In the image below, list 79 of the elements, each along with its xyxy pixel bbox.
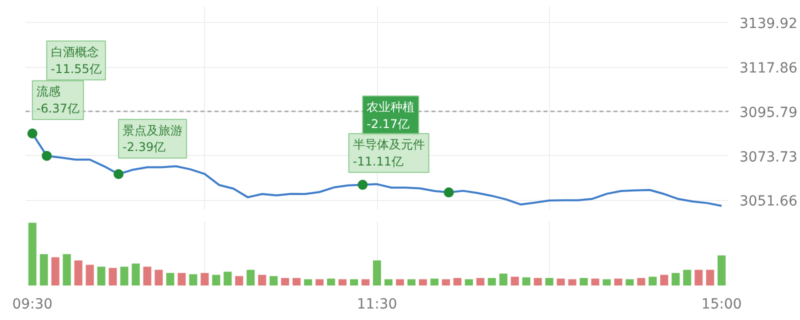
bar xyxy=(648,276,657,286)
y-tick-label: 3095.79 xyxy=(740,104,798,121)
bar xyxy=(499,274,508,286)
bar xyxy=(706,270,714,286)
bar xyxy=(62,254,71,286)
bar xyxy=(108,268,117,286)
bar xyxy=(74,260,82,286)
bar xyxy=(178,272,186,286)
bar xyxy=(40,254,48,286)
bar xyxy=(545,278,554,286)
annotation: 白酒概念 -11.55亿 xyxy=(50,45,102,76)
bar xyxy=(189,274,198,286)
bar xyxy=(143,266,152,286)
bar xyxy=(258,274,266,286)
point xyxy=(444,187,454,198)
bar xyxy=(154,270,163,286)
bar xyxy=(120,266,128,286)
bar xyxy=(568,279,576,286)
bar xyxy=(292,278,301,286)
bar xyxy=(510,276,519,286)
bar xyxy=(235,276,244,286)
bar xyxy=(464,279,473,286)
bar xyxy=(476,278,484,286)
bar xyxy=(361,279,370,286)
point xyxy=(114,169,124,180)
bar xyxy=(281,278,290,286)
bar xyxy=(614,278,622,286)
bar xyxy=(28,222,36,286)
bar xyxy=(338,279,347,286)
bar xyxy=(637,278,646,286)
bar xyxy=(488,278,496,286)
bar xyxy=(672,272,680,286)
bar xyxy=(327,278,336,286)
bar xyxy=(166,272,174,286)
x-tick-label: 09:30 xyxy=(12,296,53,312)
bar xyxy=(350,279,358,286)
bar xyxy=(384,279,393,286)
bar xyxy=(396,279,404,286)
bar xyxy=(556,278,565,286)
bar xyxy=(132,264,140,286)
annotation: 景点及旅游 -2.39亿 xyxy=(122,123,183,154)
bar xyxy=(418,279,427,286)
bar xyxy=(212,274,220,286)
bar xyxy=(97,266,106,286)
bar xyxy=(522,277,530,286)
bar xyxy=(86,264,94,286)
bar xyxy=(304,279,312,286)
bar xyxy=(372,260,382,286)
bar xyxy=(580,278,588,286)
annotation: 流感 -6.37亿 xyxy=(36,84,80,116)
y-tick-label: 3051.66 xyxy=(740,194,798,210)
x-tick-label: 15:00 xyxy=(701,296,742,312)
bar xyxy=(683,270,692,286)
bar xyxy=(246,270,255,286)
point xyxy=(42,150,52,161)
bar xyxy=(270,276,278,286)
bar xyxy=(602,279,611,286)
bar xyxy=(626,279,634,286)
bar xyxy=(316,279,324,286)
annotation: 半导体及元件 -11.11亿 xyxy=(352,138,425,168)
x-tick-label: 11:30 xyxy=(356,296,398,312)
bar xyxy=(407,279,416,286)
bar xyxy=(51,257,60,286)
bar xyxy=(660,274,668,286)
point xyxy=(358,180,368,190)
bar xyxy=(224,272,232,286)
y-tick-label: 3139.92 xyxy=(740,16,798,32)
point xyxy=(27,128,38,139)
y-tick-label: 3073.73 xyxy=(740,149,798,166)
bar xyxy=(453,278,462,286)
y-tick-label: 3117.86 xyxy=(740,60,798,77)
bar xyxy=(430,278,438,286)
bar xyxy=(534,278,542,286)
bar xyxy=(200,272,209,286)
bar xyxy=(694,270,703,286)
annotation: 农业种植 -2.17亿 xyxy=(366,100,415,131)
bar xyxy=(442,279,450,286)
bar xyxy=(591,278,600,286)
bar xyxy=(718,255,726,286)
